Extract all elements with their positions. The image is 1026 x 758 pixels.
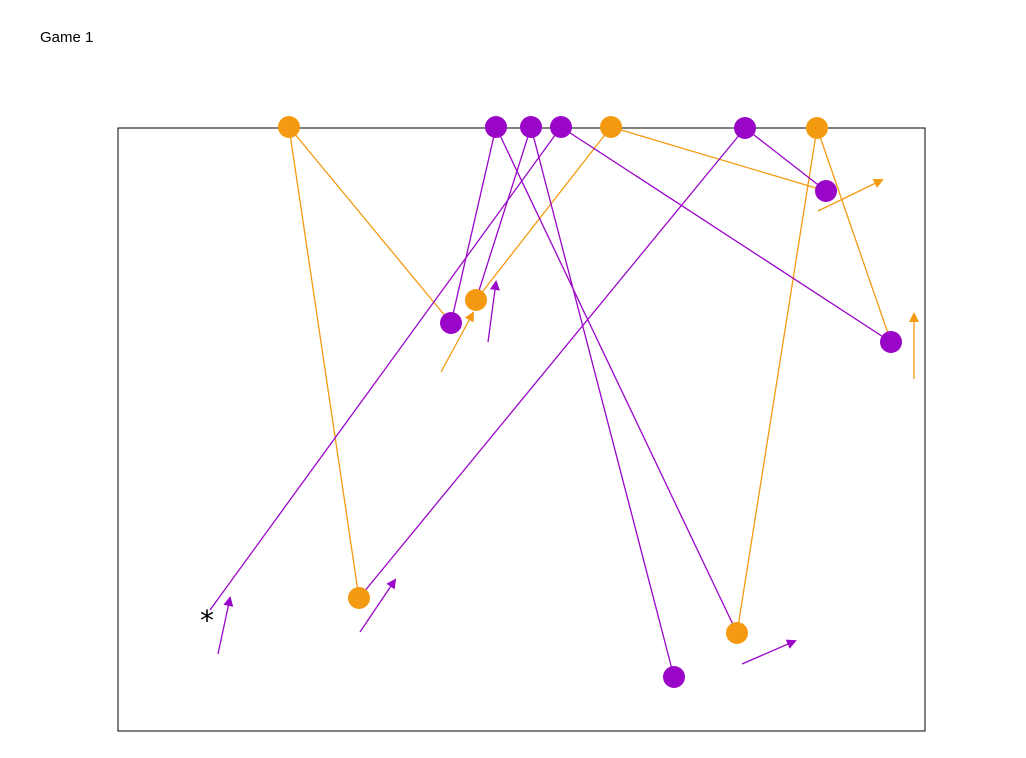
orange-player-dot [465,289,487,311]
purple-player-dot [520,116,542,138]
purple-movement-line [209,126,562,611]
purple-direction-arrow [217,596,234,655]
orange-movement-line [736,127,818,634]
purple-player-dot [550,116,572,138]
orange-player-dot [600,116,622,138]
orange-player-dot [726,622,748,644]
orange-player-dot [348,587,370,609]
purple-player-dot [663,666,685,688]
purple-movement-line [744,127,827,192]
orange-movement-line [475,126,612,301]
purple-movement-line [560,126,892,343]
purple-movement-line [450,126,497,324]
purple-direction-arrow [487,280,500,343]
purple-direction-arrow [359,578,397,633]
player-dots [278,116,902,688]
purple-player-dot [734,117,756,139]
purple-direction-arrow [741,639,797,665]
orange-player-dot [806,117,828,139]
purple-player-dot [815,180,837,202]
game-title: Game 1 [40,29,94,46]
orange-movement-line [288,126,360,599]
purple-player-dot [440,312,462,334]
orange-movement-line [610,126,827,192]
star-marker: * [200,604,214,637]
field-border [117,127,926,732]
orange-movement-line [816,127,892,343]
purple-movement-line [475,126,532,301]
purple-movement-line [358,127,746,599]
purple-movement-line [495,126,738,634]
orange-player-dot [278,116,300,138]
purple-movement-line [530,126,675,678]
direction-arrows [217,178,919,665]
purple-player-dot [880,331,902,353]
orange-direction-arrow [440,311,474,373]
orange-movement-line [288,126,452,324]
orange-direction-arrow [817,178,884,212]
purple-player-dot [485,116,507,138]
movement-lines [209,126,892,678]
